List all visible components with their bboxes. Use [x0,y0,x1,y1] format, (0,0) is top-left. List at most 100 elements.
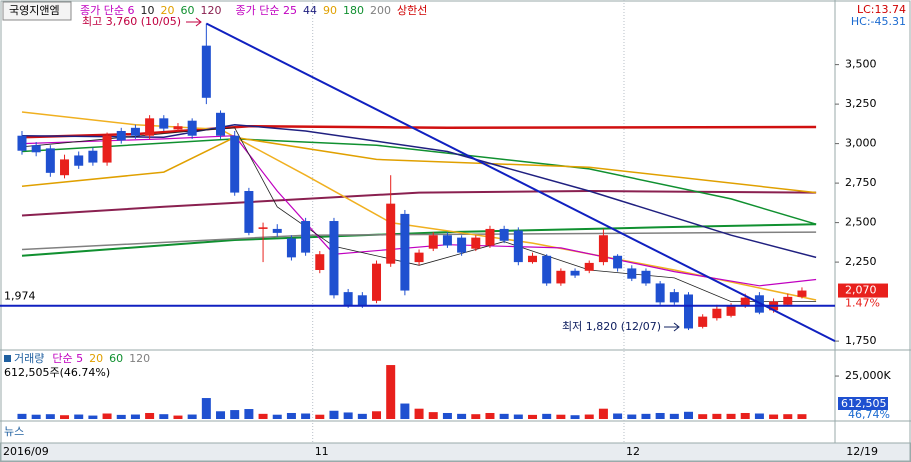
candle-body [60,159,70,176]
ma-legend: 44 [303,4,317,17]
stock-box[interactable] [2,1,72,21]
volume-bar [542,413,552,419]
volume-bar [499,413,509,419]
candle-body [542,255,552,284]
volume-bar [230,410,240,419]
trendline [205,22,836,342]
candle-body [598,235,608,263]
candle-body [641,270,651,284]
candle-body [258,227,268,229]
volume-bar [116,414,126,419]
ma-legend: 60 [180,4,194,17]
ma-legend: 90 [323,4,337,17]
volume-title: 거래량 [14,352,44,365]
volume-bar [769,414,779,419]
y-tick-label: 2,500 [845,216,877,229]
ma-legend: 120 [200,4,221,17]
volume-bar [45,414,55,419]
candle-body [556,270,566,284]
volume-bar [513,414,523,419]
candle-body [329,221,339,296]
x-tick-label: 11 [315,445,329,458]
hc: HC:-45.31 [851,15,906,28]
volume-bar [627,414,637,419]
volume-bar [301,413,311,419]
y-tick-label: 3,500 [845,58,877,71]
volume-bar [655,412,665,419]
volume-bar [201,398,211,419]
x-tick-label: 2016/09 [3,445,49,458]
ma-legend: 종가 단순 6 [80,4,134,17]
candle-body [712,308,722,319]
volume-bar [570,415,580,419]
volume-bar [17,413,27,419]
candle-body [485,228,495,246]
candle-body [145,118,155,136]
candle-body [457,237,467,253]
volume-bar [400,403,410,419]
volume-marker [4,355,11,362]
volume-bar [216,411,226,419]
y-tick-label: 3,000 [845,137,877,150]
volume-bar [712,413,722,419]
candle-body [159,118,169,129]
candle-body [45,148,55,173]
last-price-box [838,283,888,298]
candle-body [684,294,694,329]
volume-bar [74,414,84,419]
date-axis [0,442,911,462]
candle-body [17,135,27,151]
volume-bar [471,414,481,419]
ma-legend: 180 [343,4,364,17]
candle-body [230,135,240,193]
candle-body [357,295,367,306]
volume-bar [130,414,140,419]
volume-bar [173,415,183,419]
volume-bar [414,408,424,419]
volume-bar [386,365,396,419]
volume-bar [740,412,750,419]
support-label: 1,974 [4,290,36,303]
candle-body [442,235,452,246]
moving-average [21,123,817,259]
volume-bar [726,413,736,419]
volume-box [838,397,888,410]
volume-bar [684,411,694,419]
candle-body [428,235,438,249]
low-arrow [664,322,680,332]
volume-bar [272,414,282,419]
candle-body [400,213,410,291]
volume-bar [31,414,41,419]
ma-legend: 상한선 [397,4,427,17]
volume-bar [315,414,325,419]
high-note: 최고 3,760 (10/05) [82,15,181,28]
candle-body [669,292,679,303]
candle-body [102,135,112,163]
stock-name[interactable]: 국영지앤엠 [9,4,60,17]
volume-legend: 60 [109,352,123,365]
candle-body [627,268,637,279]
volume-bar [372,411,382,419]
candle-body [31,145,41,153]
ma-legend: 10 [140,4,154,17]
moving-average [21,136,817,194]
x-tick-label: 12 [626,445,640,458]
candle-body [655,283,665,303]
candle-body [613,255,623,269]
volume-bar [343,412,353,419]
candle-body [88,150,98,163]
volume-bar [145,412,155,419]
last-price: 2,070 [845,284,877,297]
volume-bar [258,413,268,419]
candle-body [116,130,126,141]
volume-bar [485,412,495,419]
candle-body [584,262,594,271]
candle-body [528,255,538,263]
candle-body [726,305,736,316]
volume-bar [286,412,296,419]
volume-legend: 단순 5 [52,352,83,365]
volume-bar [797,414,807,419]
candle-body [783,296,793,305]
